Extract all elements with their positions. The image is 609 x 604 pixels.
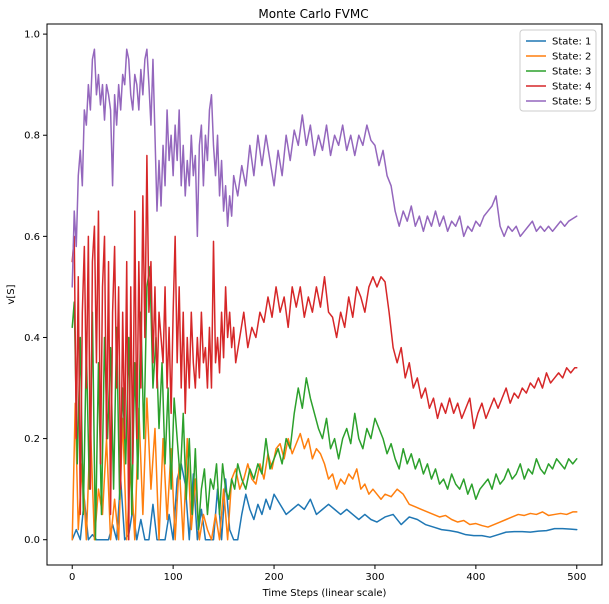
legend-label-state-4: State: 4: [552, 82, 591, 93]
series-line-state-4: [71, 154, 578, 541]
series-line-state-3: [71, 265, 578, 541]
x-tick-label: 100: [164, 572, 183, 583]
y-tick-label: 0.4: [24, 333, 40, 344]
x-tick-label: 200: [264, 572, 283, 583]
x-axis: 0 100 200 300 400 500: [69, 565, 586, 583]
y-tick-label: 0.8: [24, 131, 40, 142]
x-tick-label: 400: [466, 572, 485, 583]
x-tick-label: 300: [365, 572, 384, 583]
chart-title: Monte Carlo FVMC: [258, 7, 368, 21]
plot-area: [71, 48, 578, 541]
series-line-state-1: [71, 463, 578, 541]
legend-label-state-3: State: 3: [552, 67, 591, 78]
x-tick-label: 0: [69, 572, 75, 583]
legend-label-state-5: State: 5: [552, 97, 591, 108]
y-axis: 0.0 0.2 0.4 0.6 0.8 1.0: [24, 30, 47, 546]
legend-label-state-2: State: 2: [552, 52, 591, 63]
series-line-state-5: [71, 48, 578, 288]
y-tick-label: 1.0: [24, 30, 40, 41]
legend-label-state-1: State: 1: [552, 37, 591, 48]
plot-frame: [46, 23, 603, 566]
x-axis-label: Time Steps (linear scale): [262, 588, 387, 599]
series-line-state-2: [71, 397, 578, 541]
y-tick-label: 0.6: [24, 232, 40, 243]
legend: State: 1 State: 2 State: 3 State: 4 State: 5: [519, 29, 597, 112]
y-axis-label: v[S]: [6, 284, 17, 304]
y-tick-label: 0.0: [24, 535, 40, 546]
y-tick-label: 0.2: [24, 434, 40, 445]
x-tick-label: 500: [567, 572, 586, 583]
legend-box: [519, 29, 597, 112]
